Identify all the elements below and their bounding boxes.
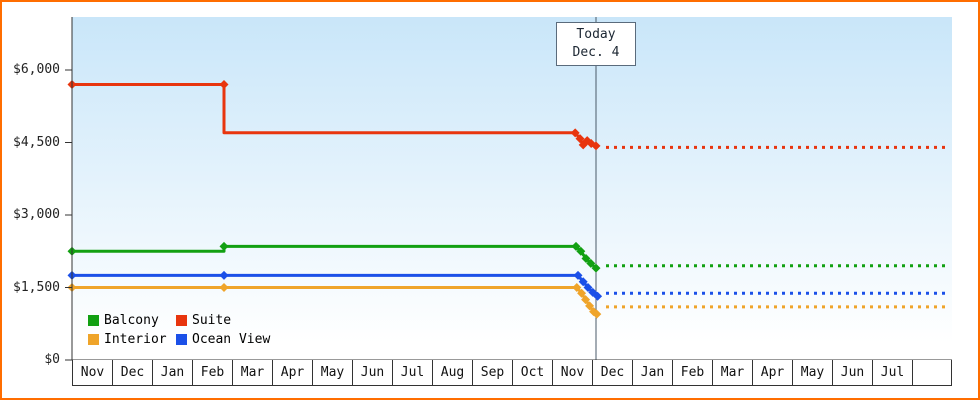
month-label-nov: Nov: [552, 360, 592, 385]
legend-label: Interior: [104, 332, 167, 347]
month-label-dec: Dec: [592, 360, 632, 385]
legend-swatch-balcony: [88, 315, 99, 326]
month-label-oct: Oct: [512, 360, 552, 385]
legend-item-suite: Suite: [176, 313, 270, 328]
x-axis-month-labels: Nov Dec Jan Feb Mar Apr May Jun Jul Aug Sep Oct Nov D…: [72, 360, 952, 386]
month-label-dec: Dec: [112, 360, 152, 385]
month-label-may: May: [792, 360, 832, 385]
legend-label: Suite: [192, 313, 232, 328]
month-label-jul: Jul: [872, 360, 912, 385]
legend-item-balcony: Balcony: [88, 313, 176, 328]
legend-swatch-interior: [88, 334, 99, 345]
month-label-feb: Feb: [192, 360, 232, 385]
today-date: Dec. 4: [572, 45, 620, 60]
month-label-sep: Sep: [472, 360, 512, 385]
legend-swatch-ocean-view: [176, 334, 187, 345]
month-label-may: May: [312, 360, 352, 385]
legend-item-ocean-view: Ocean View: [176, 332, 270, 347]
month-label-feb: Feb: [672, 360, 712, 385]
month-label-apr: Apr: [272, 360, 312, 385]
y-axis-labels: $0 $1,500 $3,000 $4,500 $6,000: [2, 2, 60, 398]
month-cell-empty: [912, 360, 952, 385]
y-axis-tick-label: $1,500: [13, 279, 60, 295]
month-label-mar: Mar: [232, 360, 272, 385]
plot-area-background: [72, 17, 952, 360]
today-label: Today: [576, 27, 616, 42]
month-label-nov: Nov: [72, 360, 112, 385]
month-label-mar: Mar: [712, 360, 752, 385]
legend-label: Balcony: [104, 313, 159, 328]
legend-item-interior: Interior: [88, 332, 176, 347]
month-label-jan: Jan: [152, 360, 192, 385]
y-axis-tick-label: $6,000: [13, 62, 60, 77]
today-marker-box: Today Dec. 4: [556, 22, 636, 66]
month-label-jul: Jul: [392, 360, 432, 385]
legend: Balcony Suite Interior Ocean View: [88, 313, 270, 347]
y-axis-tick-label: $3,000: [13, 207, 60, 222]
month-label-aug: Aug: [432, 360, 472, 385]
month-label-jun: Jun: [352, 360, 392, 385]
y-axis-tick-label: $4,500: [13, 134, 60, 150]
month-label-apr: Apr: [752, 360, 792, 385]
month-label-jun: Jun: [832, 360, 872, 385]
month-label-jan: Jan: [632, 360, 672, 385]
legend-label: Ocean View: [192, 332, 271, 347]
legend-swatch-suite: [176, 315, 187, 326]
y-axis-tick-label: $0: [44, 352, 60, 367]
